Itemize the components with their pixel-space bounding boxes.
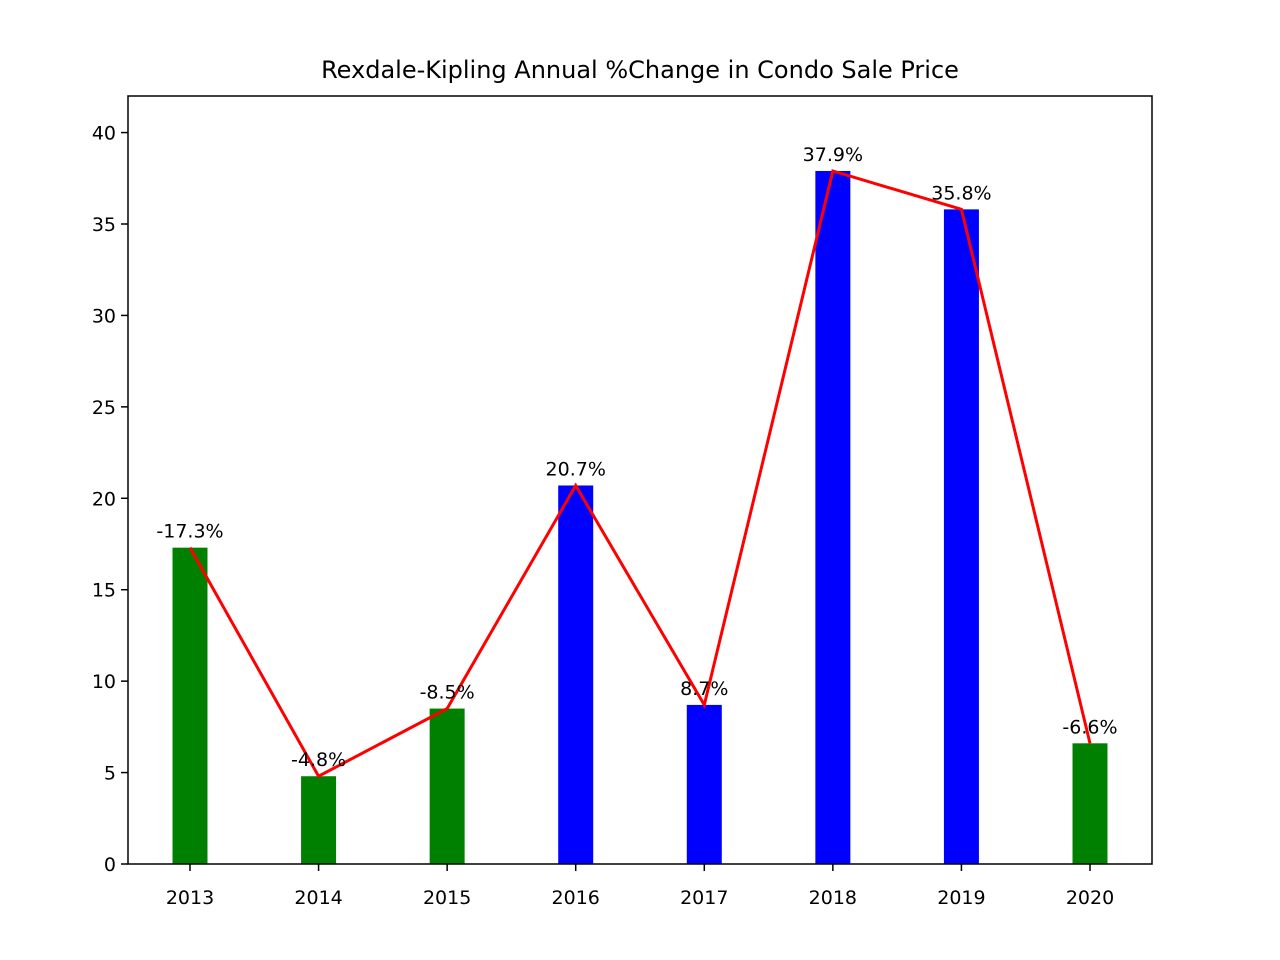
data-label-2016: 20.7% xyxy=(546,458,606,480)
bar-2013 xyxy=(172,547,208,864)
data-label-2013: -17.3% xyxy=(156,521,223,543)
bar-2014 xyxy=(301,776,337,864)
x-tick-label-2017: 2017 xyxy=(680,887,728,909)
bar-2019 xyxy=(943,209,979,864)
trend-line-group xyxy=(188,169,1092,779)
data-label-2014: -4.8% xyxy=(291,749,346,771)
x-tick-label-2018: 2018 xyxy=(809,887,857,909)
bar-2015 xyxy=(429,708,465,864)
y-tick-label: 30 xyxy=(92,305,116,327)
y-tick-label: 35 xyxy=(92,214,116,236)
data-label-2019: 35.8% xyxy=(931,182,991,204)
y-tick-label: 10 xyxy=(92,671,116,693)
y-tick-label: 5 xyxy=(104,763,116,785)
data-label-2018: 37.9% xyxy=(803,144,863,166)
chart-title: Rexdale-Kipling Annual %Change in Condo … xyxy=(321,56,959,84)
bars-group xyxy=(172,170,1108,864)
data-label-2015: -8.5% xyxy=(420,682,475,704)
x-tick-label-2014: 2014 xyxy=(294,887,342,909)
bar-2020 xyxy=(1072,743,1108,864)
data-label-2020: -6.6% xyxy=(1062,716,1117,738)
x-tick-label-2020: 2020 xyxy=(1066,887,1114,909)
y-tick-label: 20 xyxy=(92,488,116,510)
y-tick-label: 40 xyxy=(92,123,116,145)
y-tick-label: 15 xyxy=(92,580,116,602)
data-label-2017: 8.7% xyxy=(680,678,728,700)
bar-2017 xyxy=(686,704,722,864)
x-tick-label-2013: 2013 xyxy=(166,887,214,909)
axes-group: 0 5 10 15 20 25 30 35 40 2013 2014 2015 2016 2017 2018… xyxy=(92,95,1153,909)
bar-2016 xyxy=(558,485,594,864)
plot-frame xyxy=(127,95,1153,865)
x-tick-label-2019: 2019 xyxy=(937,887,985,909)
x-tick-label-2015: 2015 xyxy=(423,887,471,909)
data-labels-group: -17.3% -4.8% -8.5% 20.7% 8.7% 37.9% 35.8% -6.6% xyxy=(156,144,1117,771)
x-tick-label-2016: 2016 xyxy=(552,887,600,909)
trend-line xyxy=(188,169,1092,779)
bar-2018 xyxy=(815,170,851,864)
y-tick-label: 25 xyxy=(92,397,116,419)
y-tick-label: 0 xyxy=(104,854,116,876)
